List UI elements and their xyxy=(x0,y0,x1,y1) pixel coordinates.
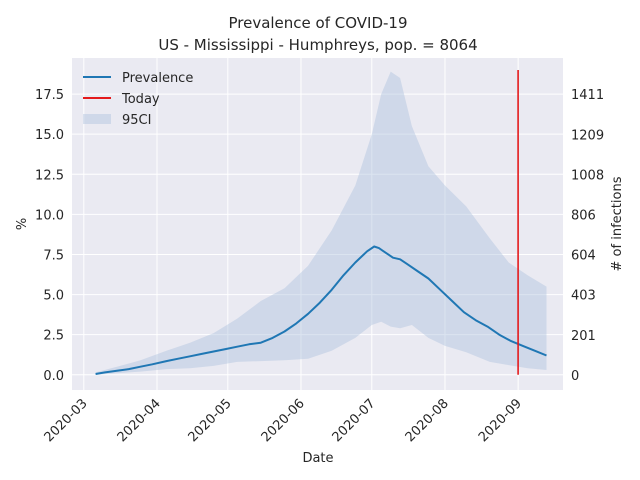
legend: Prevalence Today 95CI xyxy=(83,71,193,128)
y-right-tick-label-4: 806 xyxy=(571,208,596,223)
x-tick-label-0: 2020-03 xyxy=(42,396,91,445)
y-right-tick-label-7: 1411 xyxy=(571,88,604,103)
x-axis: 2020-03 2020-04 2020-05 2020-06 2020-07 2020-… xyxy=(42,396,525,445)
y-right-tick-label-0: 0 xyxy=(571,369,579,384)
y-tick-label-2: 5.0 xyxy=(43,289,64,304)
x-tick-label-4: 2020-07 xyxy=(330,396,379,445)
y-right-tick-label-2: 403 xyxy=(571,289,596,304)
y-right-tick-label-1: 201 xyxy=(571,329,596,344)
x-axis-label: Date xyxy=(302,451,333,466)
y-axis-right-label: # of infections xyxy=(610,176,625,271)
x-tick-label-6: 2020-09 xyxy=(476,396,525,445)
legend-95ci-label: 95CI xyxy=(122,113,151,128)
y-axis-label: % xyxy=(15,218,30,230)
x-tick-label-1: 2020-04 xyxy=(115,396,164,445)
series-lines xyxy=(95,70,547,375)
y-right-tick-label-6: 1209 xyxy=(571,128,604,143)
confidence-band xyxy=(95,71,547,375)
y-right-tick-label-3: 604 xyxy=(571,249,596,264)
x-tick-label-3: 2020-06 xyxy=(259,396,308,445)
y-tick-label-3: 7.5 xyxy=(43,248,64,263)
y-tick-label-1: 2.5 xyxy=(43,329,64,344)
legend-95ci-swatch xyxy=(83,114,111,124)
x-tick-label-5: 2020-08 xyxy=(403,396,452,445)
y-axis-right: 0 201 403 604 806 1008 1209 1411 xyxy=(571,88,604,384)
legend-today-label: Today xyxy=(121,92,160,107)
chart-subtitle: US - Mississippi - Humphreys, pop. = 806… xyxy=(158,36,477,54)
y-tick-label-4: 10.0 xyxy=(35,208,64,223)
legend-prevalence-label: Prevalence xyxy=(122,71,193,86)
y-tick-label-5: 12.5 xyxy=(35,168,64,183)
y-tick-label-0: 0.0 xyxy=(43,369,64,384)
y-tick-label-6: 15.0 xyxy=(35,128,64,143)
ci-band-area xyxy=(95,71,547,375)
x-tick-label-2: 2020-05 xyxy=(186,396,235,445)
y-right-tick-label-5: 1008 xyxy=(571,168,604,183)
y-axis-left: 0.0 2.5 5.0 7.5 10.0 12.5 15.0 17.5 xyxy=(35,88,64,384)
chart-title: Prevalence of COVID-19 xyxy=(228,14,407,32)
y-tick-label-7: 17.5 xyxy=(35,88,64,103)
series-line-prevalence xyxy=(95,245,547,375)
